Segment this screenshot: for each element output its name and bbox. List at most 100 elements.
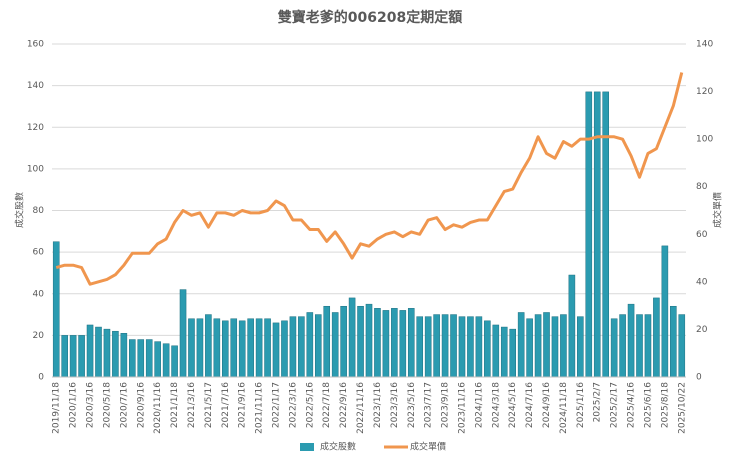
x-tick-label: 2024/1/16 xyxy=(474,382,484,428)
x-tick-label: 2025/8/18 xyxy=(660,382,670,428)
x-tick-label: 2023/7/17 xyxy=(424,382,434,428)
legend-swatch xyxy=(300,443,314,451)
x-tick-label: 2021/9/16 xyxy=(238,382,248,428)
bar xyxy=(298,316,305,378)
bar xyxy=(95,326,102,378)
bar xyxy=(602,91,609,378)
legend-label: 成交單價 xyxy=(410,441,446,453)
bar xyxy=(653,297,660,378)
bar xyxy=(593,91,601,378)
bar xyxy=(69,335,77,378)
x-tick-label: 2023/9/18 xyxy=(441,382,451,428)
bar xyxy=(644,314,652,378)
bar xyxy=(475,316,483,378)
bar xyxy=(382,310,390,378)
bar xyxy=(484,320,491,378)
bar xyxy=(636,314,643,378)
x-tick-label: 2021/3/16 xyxy=(187,382,197,428)
bar xyxy=(568,274,576,378)
bar xyxy=(112,330,119,378)
x-tick-label: 2019/11/18 xyxy=(52,382,62,434)
x-tick-label: 2024/7/16 xyxy=(525,382,535,428)
bar xyxy=(467,316,474,378)
bar xyxy=(255,318,263,378)
bar xyxy=(222,320,229,378)
x-tick-label: 2023/11/16 xyxy=(457,382,467,434)
bar xyxy=(230,318,238,378)
bar xyxy=(534,314,542,378)
bar xyxy=(213,318,221,378)
bar xyxy=(585,91,593,378)
x-tick-label: 2023/3/16 xyxy=(390,382,400,428)
bar xyxy=(306,312,314,378)
y2-tick-label: 40 xyxy=(696,277,708,287)
y-tick-label: 20 xyxy=(33,331,45,341)
x-tick-label: 2022/1/17 xyxy=(272,382,282,428)
bar xyxy=(433,314,440,378)
x-tick-label: 2025/4/16 xyxy=(627,382,637,428)
x-tick-label: 2022/11/16 xyxy=(356,382,366,434)
bar xyxy=(238,320,246,378)
bar xyxy=(129,339,136,378)
y-tick-label: 40 xyxy=(33,289,45,299)
y-tick-label: 80 xyxy=(33,206,45,216)
bar xyxy=(551,316,559,378)
x-tick-label: 2021/11/16 xyxy=(255,382,265,434)
bar xyxy=(543,312,550,378)
x-tick-label: 2025/2/17 xyxy=(610,382,620,428)
bar xyxy=(407,308,415,378)
x-tick-label: 2022/7/18 xyxy=(322,382,332,428)
x-tick-label: 2020/9/16 xyxy=(136,382,146,428)
x-tick-label: 2024/3/18 xyxy=(491,382,501,428)
bar xyxy=(374,308,381,378)
y2-tick-label: 140 xyxy=(696,40,713,50)
y-tick-label: 160 xyxy=(27,40,44,50)
x-tick-label: 2022/9/16 xyxy=(339,382,349,428)
bar xyxy=(678,314,686,378)
y2-tick-label: 80 xyxy=(696,182,708,192)
bar xyxy=(281,320,288,378)
x-tick-label: 2024/5/16 xyxy=(508,382,518,428)
bar xyxy=(78,335,85,378)
bar xyxy=(188,318,195,378)
bar xyxy=(458,316,466,378)
x-tick-label: 2020/11/16 xyxy=(153,382,163,434)
bar xyxy=(627,303,635,378)
bar xyxy=(399,310,407,378)
bar xyxy=(264,318,271,378)
bar xyxy=(492,324,500,378)
x-tick-label: 2024/11/18 xyxy=(559,382,569,434)
bar xyxy=(391,308,398,378)
bar xyxy=(560,314,567,378)
bar xyxy=(416,316,424,378)
x-tick-label: 2021/5/17 xyxy=(204,382,214,428)
bar xyxy=(500,326,508,378)
bar xyxy=(517,312,525,378)
x-tick-label: 2020/7/16 xyxy=(119,382,129,428)
bar xyxy=(171,345,178,378)
bar xyxy=(577,316,584,378)
y2-tick-label: 120 xyxy=(696,87,713,97)
bar xyxy=(52,241,60,378)
y2-tick-label: 20 xyxy=(696,325,708,335)
bar xyxy=(441,314,449,378)
bar xyxy=(424,316,432,378)
x-tick-label: 2023/5/16 xyxy=(407,382,417,428)
x-tick-label: 2020/5/18 xyxy=(102,382,112,428)
bar xyxy=(670,305,677,378)
bar xyxy=(86,324,94,378)
legend-label: 成交股數 xyxy=(320,441,356,453)
line xyxy=(55,72,684,286)
bar xyxy=(154,341,161,378)
bar xyxy=(289,316,297,378)
bar xyxy=(247,318,254,378)
bar xyxy=(145,339,153,378)
bar xyxy=(323,305,331,378)
bar xyxy=(348,297,356,378)
x-tick-label: 2025/1/16 xyxy=(576,382,586,428)
y-tick-label: 60 xyxy=(33,248,45,258)
bar xyxy=(365,303,373,378)
bar xyxy=(340,305,347,378)
y-tick-label: 120 xyxy=(27,123,44,133)
